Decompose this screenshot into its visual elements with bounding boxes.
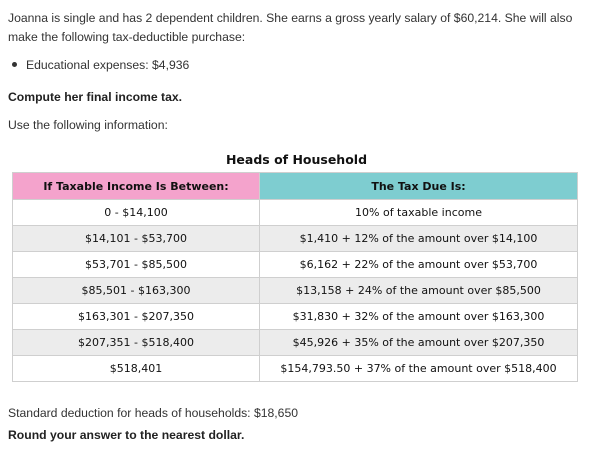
tax-bracket-table: If Taxable Income Is Between: The Tax Du… xyxy=(12,172,578,382)
tax-due-cell: $154,793.50 + 37% of the amount over $51… xyxy=(259,355,578,382)
standard-deduction-note: Standard deduction for heads of househol… xyxy=(8,406,299,420)
tax-due-cell: $31,830 + 32% of the amount over $163,30… xyxy=(259,303,578,330)
table-row: $53,701 - $85,500 $6,162 + 22% of the am… xyxy=(12,251,578,278)
income-range-cell: $207,351 - $518,400 xyxy=(12,329,260,356)
income-range-cell: $14,101 - $53,700 xyxy=(12,225,260,252)
problem-instruction: Use the following information: xyxy=(8,118,168,132)
income-range-cell: $85,501 - $163,300 xyxy=(12,277,260,304)
tax-due-cell: $13,158 + 24% of the amount over $85,500 xyxy=(259,277,578,304)
tax-due-cell: $6,162 + 22% of the amount over $53,700 xyxy=(259,251,578,278)
table-row: 0 - $14,100 10% of taxable income xyxy=(12,199,578,226)
table-row: $85,501 - $163,300 $13,158 + 24% of the … xyxy=(12,277,578,304)
table-row: $518,401 $154,793.50 + 37% of the amount… xyxy=(12,355,578,382)
problem-intro: Joanna is single and has 2 dependent chi… xyxy=(8,11,573,44)
column-header-tax-due: The Tax Due Is: xyxy=(259,172,578,200)
table-row: $163,301 - $207,350 $31,830 + 32% of the… xyxy=(12,303,578,330)
table-header-row: If Taxable Income Is Between: The Tax Du… xyxy=(12,172,578,200)
income-range-cell: $163,301 - $207,350 xyxy=(12,303,260,330)
table-row: $207,351 - $518,400 $45,926 + 35% of the… xyxy=(12,329,578,356)
bullet-icon xyxy=(12,62,17,68)
bullet-text: Educational expenses: $4,936 xyxy=(26,58,190,72)
tax-due-cell: $1,410 + 12% of the amount over $14,100 xyxy=(259,225,578,252)
column-header-income: If Taxable Income Is Between: xyxy=(12,172,260,200)
income-range-cell: $518,401 xyxy=(12,355,260,382)
bullet-item: Educational expenses: $4,936 xyxy=(12,58,189,72)
table-title: Heads of Household xyxy=(225,152,368,167)
tax-due-cell: 10% of taxable income xyxy=(259,199,578,226)
tax-due-cell: $45,926 + 35% of the amount over $207,35… xyxy=(259,329,578,356)
rounding-note: Round your answer to the nearest dollar. xyxy=(8,428,245,442)
income-range-cell: 0 - $14,100 xyxy=(12,199,260,226)
table-row: $14,101 - $53,700 $1,410 + 12% of the am… xyxy=(12,225,578,252)
problem-question: Compute her final income tax. xyxy=(8,90,183,104)
income-range-cell: $53,701 - $85,500 xyxy=(12,251,260,278)
